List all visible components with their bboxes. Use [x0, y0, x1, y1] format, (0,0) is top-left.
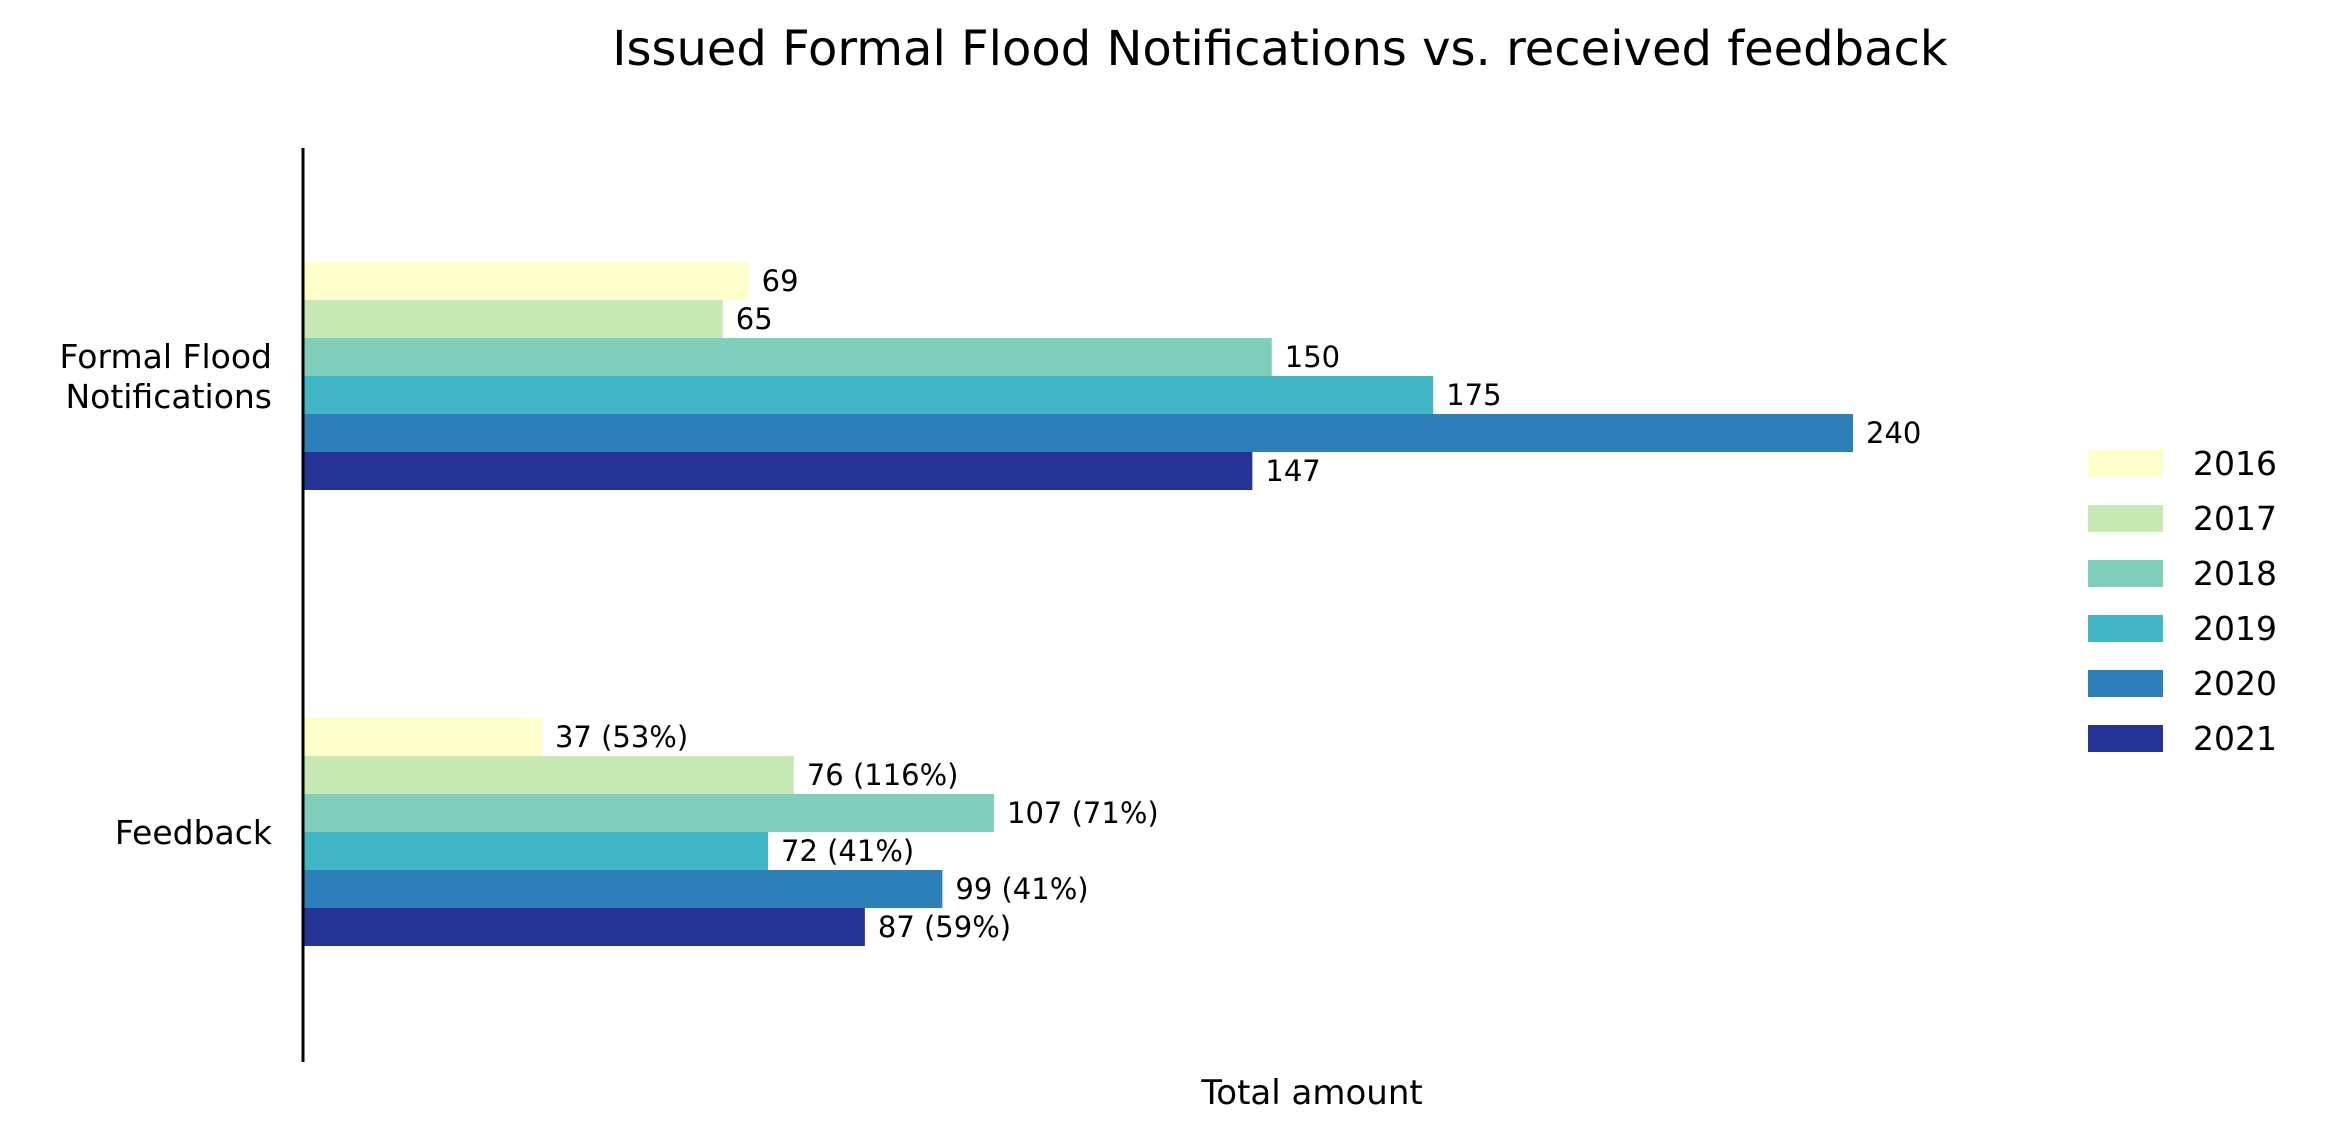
legend: 2016 2017 2018 2019 2020 2021 — [2088, 444, 2277, 758]
chart-title: Issued Formal Flood Notifications vs. re… — [612, 21, 1948, 77]
bar-2019-1 — [303, 832, 768, 870]
bar-2021-0 — [303, 452, 1253, 490]
legend-label: 2020 — [2193, 664, 2277, 703]
legend-label: 2017 — [2193, 499, 2277, 538]
bar-2019-0 — [303, 376, 1434, 414]
category-label: Feedback — [115, 813, 273, 852]
bar-2017-0 — [303, 300, 723, 338]
bar-2018-1 — [303, 794, 995, 832]
legend-label: 2018 — [2193, 554, 2277, 593]
bar-2020-0 — [303, 414, 1853, 452]
bar-2021-1 — [303, 908, 865, 946]
legend-swatch-2018 — [2088, 560, 2163, 587]
data-label: 76 (116%) — [807, 758, 959, 792]
legend-swatch-2019 — [2088, 615, 2163, 642]
legend-label: 2021 — [2193, 719, 2277, 758]
legend-swatch-2017 — [2088, 505, 2163, 532]
data-label: 37 (53%) — [555, 720, 688, 754]
data-label: 72 (41%) — [781, 834, 914, 868]
data-label: 240 — [1866, 416, 1921, 450]
legend-swatch-2021 — [2088, 725, 2163, 752]
legend-label: 2019 — [2193, 609, 2277, 648]
data-label: 150 — [1285, 340, 1340, 374]
data-label: 99 (41%) — [955, 872, 1088, 906]
bar-2016-1 — [303, 718, 542, 756]
bars-group: 69 65 150 175 240 147 37 (53%) 76 (116%) 107 (71… — [303, 262, 1921, 946]
legend-label: 2016 — [2193, 444, 2277, 483]
data-label: 87 (59%) — [878, 910, 1011, 944]
legend-swatch-2020 — [2088, 670, 2163, 697]
data-label: 69 — [762, 264, 799, 298]
data-label: 65 — [736, 302, 773, 336]
legend-swatch-2016 — [2088, 450, 2163, 477]
bar-2017-1 — [303, 756, 794, 794]
category-label: Formal Flood — [60, 337, 273, 376]
data-label: 107 (71%) — [1007, 796, 1159, 830]
category-label: Notifications — [65, 377, 272, 416]
bar-2020-1 — [303, 870, 943, 908]
bar-2018-0 — [303, 338, 1272, 376]
data-label: 175 — [1446, 378, 1501, 412]
x-axis-label: Total amount — [1200, 1073, 1422, 1113]
data-label: 147 — [1265, 454, 1320, 488]
bar-2016-0 — [303, 262, 749, 300]
